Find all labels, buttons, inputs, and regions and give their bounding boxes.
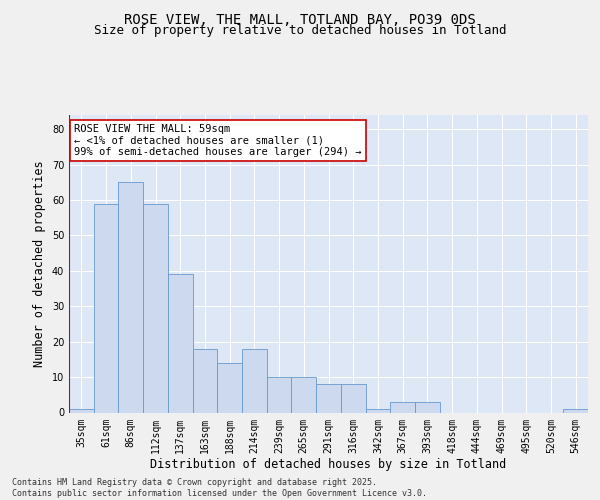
Text: Size of property relative to detached houses in Totland: Size of property relative to detached ho… bbox=[94, 24, 506, 37]
Bar bbox=[390, 402, 415, 412]
Bar bbox=[341, 384, 365, 412]
Bar bbox=[69, 409, 94, 412]
Bar bbox=[193, 349, 217, 412]
Bar bbox=[292, 377, 316, 412]
Bar bbox=[365, 409, 390, 412]
Bar bbox=[94, 204, 118, 412]
Text: ROSE VIEW, THE MALL, TOTLAND BAY, PO39 0DS: ROSE VIEW, THE MALL, TOTLAND BAY, PO39 0… bbox=[124, 12, 476, 26]
Bar bbox=[415, 402, 440, 412]
Bar bbox=[242, 349, 267, 412]
X-axis label: Distribution of detached houses by size in Totland: Distribution of detached houses by size … bbox=[151, 458, 506, 471]
Bar bbox=[143, 204, 168, 412]
Bar bbox=[267, 377, 292, 412]
Bar bbox=[118, 182, 143, 412]
Bar bbox=[217, 363, 242, 412]
Text: Contains HM Land Registry data © Crown copyright and database right 2025.
Contai: Contains HM Land Registry data © Crown c… bbox=[12, 478, 427, 498]
Bar bbox=[316, 384, 341, 412]
Y-axis label: Number of detached properties: Number of detached properties bbox=[33, 160, 46, 367]
Bar bbox=[563, 409, 588, 412]
Bar bbox=[168, 274, 193, 412]
Text: ROSE VIEW THE MALL: 59sqm
← <1% of detached houses are smaller (1)
99% of semi-d: ROSE VIEW THE MALL: 59sqm ← <1% of detac… bbox=[74, 124, 362, 157]
